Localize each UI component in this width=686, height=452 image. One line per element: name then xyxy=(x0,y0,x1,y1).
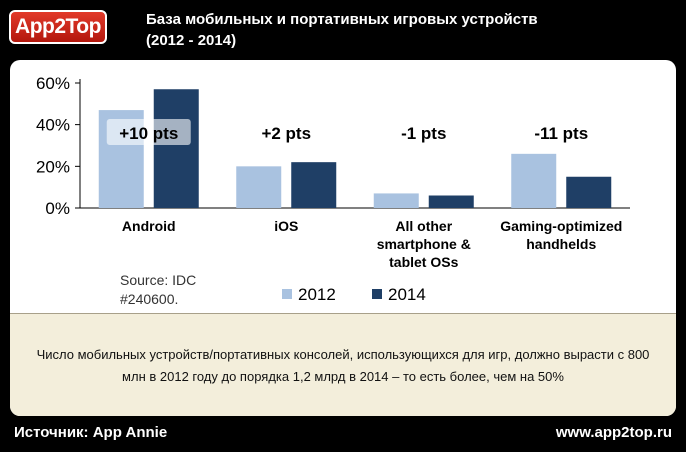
chart-panel: 60% 40% 20% 0% +10 pts Android +2 pts iOS -1 pts… xyxy=(10,60,676,416)
source-note: #240600. xyxy=(120,291,178,307)
bar-2012 xyxy=(236,166,282,208)
footer-site-link[interactable]: www.app2top.ru xyxy=(555,424,672,441)
bar-2014 xyxy=(428,195,474,208)
caption-text: Число мобильных устройств/портативных ко… xyxy=(36,346,650,384)
bar-chart: 60% 40% 20% 0% +10 pts Android +2 pts iOS -1 pts… xyxy=(36,74,630,307)
bar-2014 xyxy=(291,162,337,208)
y-tick-label: 20% xyxy=(36,157,70,176)
x-category-label: iOS xyxy=(274,218,298,234)
change-label-bg xyxy=(386,119,461,145)
legend-swatch-2012 xyxy=(282,289,292,299)
change-label: -11 pts xyxy=(534,124,588,143)
change-label: -1 pts xyxy=(401,124,446,143)
page-title: База мобильных и портативных игровых уст… xyxy=(146,9,538,51)
caption-box: Число мобильных устройств/портативных ко… xyxy=(10,313,676,416)
y-tick-label: 40% xyxy=(36,116,70,135)
x-category-label: All other xyxy=(395,218,452,234)
header: App2Top База мобильных и портативных игр… xyxy=(0,0,686,56)
change-label: +2 pts xyxy=(261,124,311,143)
change-label-bg xyxy=(519,119,604,145)
bar-2014 xyxy=(153,89,199,208)
title-line-1: База мобильных и портативных игровых уст… xyxy=(146,11,538,28)
y-tick-label: 60% xyxy=(36,74,70,93)
title-line-2: (2012 - 2014) xyxy=(146,32,237,49)
bar-2014 xyxy=(566,176,612,208)
x-category-label: tablet OSs xyxy=(389,254,458,270)
x-category-label: Android xyxy=(122,218,176,234)
bar-2012 xyxy=(373,193,419,208)
change-label: +10 pts xyxy=(119,124,178,143)
footer: Источник: App Annie www.app2top.ru xyxy=(0,420,686,452)
x-category-label: smartphone & xyxy=(377,236,471,252)
x-category-label: handhelds xyxy=(526,236,596,252)
source-note: Source: IDC xyxy=(120,272,196,288)
app2top-logo[interactable]: App2Top xyxy=(9,10,107,44)
x-category-label: Gaming-optimized xyxy=(500,218,622,234)
legend-label: 2014 xyxy=(388,285,426,304)
footer-source: Источник: App Annie xyxy=(14,424,168,441)
bar-2012 xyxy=(511,153,557,208)
y-tick-label: 0% xyxy=(45,199,70,218)
change-label-bg xyxy=(106,119,191,145)
legend-label: 2012 xyxy=(298,285,336,304)
change-label-bg xyxy=(249,119,324,145)
legend-swatch-2014 xyxy=(372,289,382,299)
